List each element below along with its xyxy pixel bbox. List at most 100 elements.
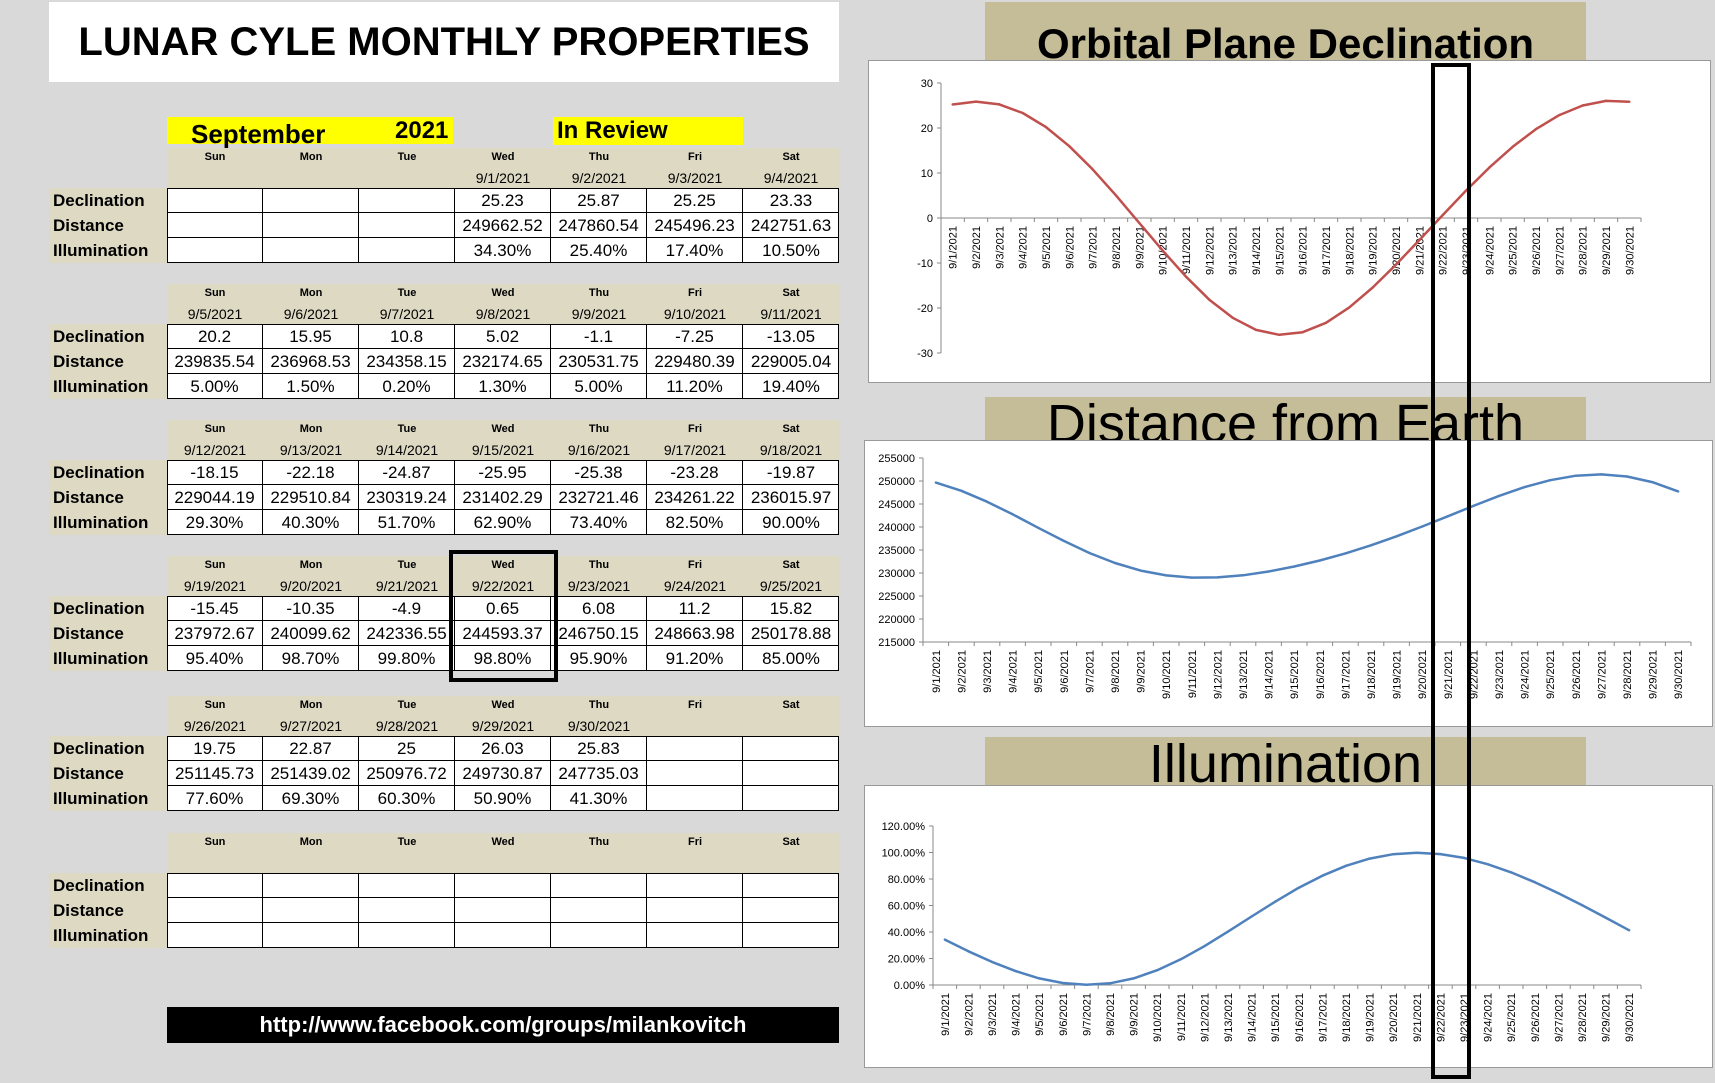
day-name: Tue [397, 836, 417, 848]
illumination-cell: 99.80% [359, 646, 455, 671]
data-point [1108, 982, 1112, 985]
day-name: Sun [204, 559, 226, 571]
declination-cell: -4.9 [359, 596, 455, 621]
y-tick-label: 225000 [878, 591, 915, 603]
x-tick-label: 9/24/2021 [1520, 650, 1532, 699]
illumination-cell [647, 923, 743, 948]
x-tick-label: 9/14/2021 [1264, 650, 1276, 699]
distance-cell: 230319.24 [359, 485, 455, 510]
data-point [1021, 111, 1024, 115]
day-name: Tue [397, 423, 417, 435]
data-point [1497, 494, 1501, 498]
x-tick-label: 9/14/2021 [1251, 226, 1263, 275]
week-header: Sun 9/26/2021 Mon 9/27/2021 Tue 9/28/2021 Wed 9… [167, 696, 839, 736]
day-date: 9/6/2021 [283, 306, 339, 322]
distance-cell: 229510.84 [263, 485, 359, 510]
data-point [1208, 298, 1211, 301]
x-tick-label: 9/30/2021 [1624, 993, 1636, 1042]
declination-chart: 30 20 10 0 -10 -20 -30 9/1/2021 9/2/2021 9/3/2021… [868, 60, 1711, 383]
declination-cell: -24.87 [359, 460, 455, 485]
x-tick-label: 9/23/2021 [1494, 650, 1506, 699]
data-point [1418, 238, 1421, 242]
facebook-group-link[interactable]: http://www.facebook.com/groups/milankovi… [167, 1007, 839, 1043]
declination-cell: -18.15 [167, 460, 263, 485]
day-name: Tue [397, 287, 417, 299]
data-point [985, 500, 989, 503]
data-point [1250, 915, 1253, 918]
declination-cell [263, 873, 359, 898]
x-tick-label: 9/19/2021 [1392, 650, 1404, 699]
declination-cell: -25.38 [551, 460, 647, 485]
illumination-cell: 51.70% [359, 510, 455, 535]
data-point [1533, 880, 1536, 884]
day-date: 9/21/2021 [375, 578, 439, 594]
day-name: Fri [687, 423, 703, 435]
day-name: Mon [299, 836, 323, 848]
data-point [1628, 100, 1631, 103]
data-point [1088, 551, 1091, 555]
distance-cell: 242336.55 [359, 621, 455, 646]
y-tick-label: 240000 [878, 522, 915, 534]
x-tick-label: 9/9/2021 [1129, 993, 1141, 1036]
day-date: 9/11/2021 [760, 306, 822, 322]
illumination-cell: 77.60% [167, 786, 263, 811]
row-label-illumination: Illumination [53, 377, 149, 396]
declination-chart-title: Orbital Plane Declination [985, 2, 1586, 60]
distance-cell: 230531.75 [551, 349, 647, 374]
data-point [974, 100, 978, 103]
x-tick-label: 9/18/2021 [1366, 650, 1378, 699]
declination-cell: -22.18 [263, 460, 359, 485]
distance-cell [263, 898, 359, 923]
x-tick-label: 9/21/2021 [1412, 993, 1424, 1042]
x-tick-label: 9/15/2021 [1274, 226, 1286, 275]
y-tick-label: 215000 [878, 637, 915, 649]
x-tick-label: 9/1/2021 [940, 993, 952, 1036]
x-tick-label: 9/12/2021 [1204, 226, 1216, 275]
data-point [1651, 481, 1654, 484]
declination-cell [359, 873, 455, 898]
day-name: Wed [491, 559, 515, 571]
series-line [944, 851, 1630, 986]
x-tick-label: 9/1/2021 [931, 650, 943, 693]
x-tick-label: 9/17/2021 [1321, 226, 1333, 275]
distance-cell: 247735.03 [551, 761, 647, 786]
data-point [1472, 504, 1475, 508]
declination-cell: 25.87 [551, 188, 647, 213]
x-tick-label: 9/8/2021 [1111, 226, 1123, 269]
declination-cell [647, 736, 743, 761]
declination-cell: -25.95 [455, 460, 551, 485]
declination-cell [167, 873, 263, 898]
row-label-illumination: Illumination [53, 649, 149, 668]
x-tick-label: 9/24/2021 [1483, 993, 1495, 1042]
day-name: Fri [687, 699, 703, 711]
x-tick-label: 9/11/2021 [1181, 226, 1193, 274]
illumination-cell: 5.00% [167, 374, 263, 399]
data-point [1511, 145, 1514, 149]
week-grid: 19.75 22.87 25 26.03 25.83 251145.73 251439.02… [167, 736, 839, 811]
data-point [1557, 891, 1560, 895]
distance-cell: 250976.72 [359, 761, 455, 786]
in-review-label: In Review [553, 117, 743, 145]
illumination-cell [743, 923, 839, 948]
data-point [1344, 552, 1347, 555]
day-date: 9/9/2021 [571, 306, 627, 322]
x-tick-label: 9/7/2021 [1088, 226, 1100, 269]
x-tick-label: 9/17/2021 [1317, 993, 1329, 1042]
y-tick-label: 230000 [878, 568, 915, 580]
declination-cell: 11.2 [647, 596, 743, 621]
y-tick-label: 80.00% [888, 874, 926, 886]
distance-cell [647, 898, 743, 923]
declination-cell: 6.08 [551, 596, 647, 621]
x-tick-label: 9/12/2021 [1212, 650, 1224, 699]
row-label-declination: Declination [53, 191, 145, 210]
data-point [1581, 104, 1584, 107]
day-date: 9/5/2021 [187, 306, 243, 322]
distance-cell: 234261.22 [647, 485, 743, 510]
data-point [1462, 856, 1466, 860]
x-tick-label: 9/11/2021 [1176, 993, 1188, 1041]
day-name: Mon [299, 287, 323, 299]
data-point [1368, 857, 1371, 860]
data-point [1293, 565, 1296, 568]
data-point [1446, 515, 1449, 518]
x-tick-label: 9/21/2021 [1414, 226, 1426, 275]
